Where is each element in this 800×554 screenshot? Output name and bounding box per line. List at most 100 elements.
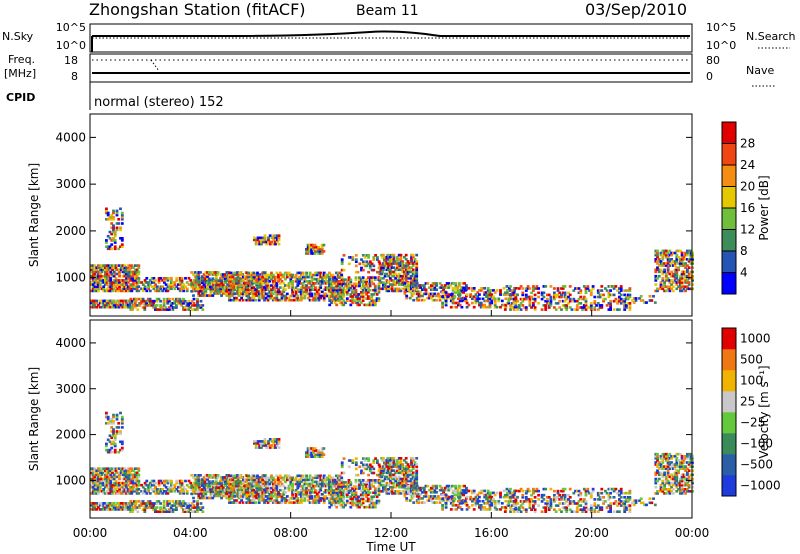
echo-cell <box>397 253 401 257</box>
echo-cell <box>458 297 462 301</box>
echo-cell <box>259 275 263 279</box>
echo-cell <box>263 444 267 447</box>
echo-cell <box>372 293 375 296</box>
echo-cell <box>195 275 199 278</box>
echo-cell <box>226 283 229 286</box>
echo-cell <box>133 477 137 481</box>
echo-cell <box>170 488 173 491</box>
echo-cell <box>105 281 109 284</box>
echo-cell <box>356 293 360 296</box>
echo-cell <box>399 283 403 286</box>
echo-cell <box>177 490 180 493</box>
echo-cell <box>123 477 127 481</box>
echo-cell <box>116 506 120 509</box>
echo-cell <box>336 273 340 277</box>
echo-cell <box>666 262 670 265</box>
echo-cell <box>280 493 284 496</box>
echo-cell <box>123 264 127 267</box>
echo-cell <box>141 490 145 493</box>
echo-cell <box>206 481 210 485</box>
echo-cell <box>356 282 360 286</box>
echo-cell <box>366 286 370 290</box>
echo-cell <box>285 284 289 287</box>
echo-cell <box>120 237 124 240</box>
echo-cell <box>272 236 276 240</box>
echo-cell <box>273 493 277 496</box>
echo-cell <box>192 297 196 301</box>
echo-cell <box>109 488 113 491</box>
echo-cell <box>303 482 307 486</box>
echo-cell <box>233 499 236 502</box>
echo-cell <box>408 270 412 274</box>
echo-cell <box>561 285 565 288</box>
echo-cell <box>417 298 421 302</box>
echo-cell <box>285 478 289 482</box>
echo-cell <box>628 304 632 307</box>
echo-cell <box>211 480 215 483</box>
echo-cell <box>263 273 266 277</box>
echo-cell <box>589 289 593 292</box>
echo-cell <box>372 282 375 286</box>
echo-cell <box>250 296 254 300</box>
echo-cell <box>221 486 225 489</box>
echo-cell <box>317 271 321 275</box>
echo-cell <box>609 308 612 311</box>
echo-cell <box>261 292 265 296</box>
echo-cell <box>128 303 132 307</box>
echo-cell <box>274 234 277 237</box>
echo-cell <box>210 281 214 284</box>
echo-cell <box>444 303 448 307</box>
echo-cell <box>254 292 258 296</box>
echo-cell <box>382 266 385 269</box>
echo-cell <box>303 286 307 289</box>
echo-cell <box>178 279 182 282</box>
echo-cell <box>171 308 175 311</box>
echo-cell <box>180 302 184 305</box>
echo-cell <box>241 285 245 289</box>
echo-cell <box>445 286 449 289</box>
echo-cell <box>247 298 251 302</box>
echo-cell <box>449 305 453 309</box>
echo-cell <box>91 301 95 305</box>
echo-cell <box>97 488 100 491</box>
echo-cell <box>689 251 693 255</box>
y-tick-label: 1000 <box>55 271 86 285</box>
echo-cell <box>100 274 104 278</box>
echo-cell <box>270 277 273 281</box>
echo-cell <box>389 266 392 269</box>
echo-cell <box>100 467 104 470</box>
echo-cell <box>182 510 185 513</box>
echo-cell <box>266 491 270 494</box>
echo-cell <box>245 480 249 484</box>
echo-cell <box>354 260 358 263</box>
echo-cell <box>133 268 137 272</box>
echo-cell <box>275 488 279 492</box>
echo-cell <box>331 275 335 279</box>
echo-cell <box>139 297 143 301</box>
echo-cell <box>675 255 679 259</box>
echo-cell <box>315 480 319 484</box>
echo-cell <box>586 287 590 290</box>
echo-cell <box>356 299 360 302</box>
echo-cell <box>182 297 185 301</box>
echo-cell <box>197 294 201 297</box>
echo-cell <box>91 504 95 507</box>
echo-cell <box>510 289 514 292</box>
echo-cell <box>268 296 272 300</box>
echo-cell <box>280 482 284 486</box>
echo-cell <box>680 281 684 284</box>
echo-cell <box>192 483 196 487</box>
echo-cell <box>159 479 163 483</box>
colorbar-tick-label: 28 <box>740 137 755 151</box>
echo-cell <box>390 266 394 269</box>
echo-cell <box>108 440 112 444</box>
echo-cell <box>340 268 344 272</box>
echo-cell <box>223 476 227 479</box>
echo-cell <box>329 493 333 496</box>
echo-cell <box>287 271 291 275</box>
echo-cell <box>97 264 100 267</box>
echo-cell <box>263 501 266 504</box>
echo-cell <box>154 481 157 485</box>
echo-cell <box>284 288 287 291</box>
echo-cell <box>330 487 333 490</box>
